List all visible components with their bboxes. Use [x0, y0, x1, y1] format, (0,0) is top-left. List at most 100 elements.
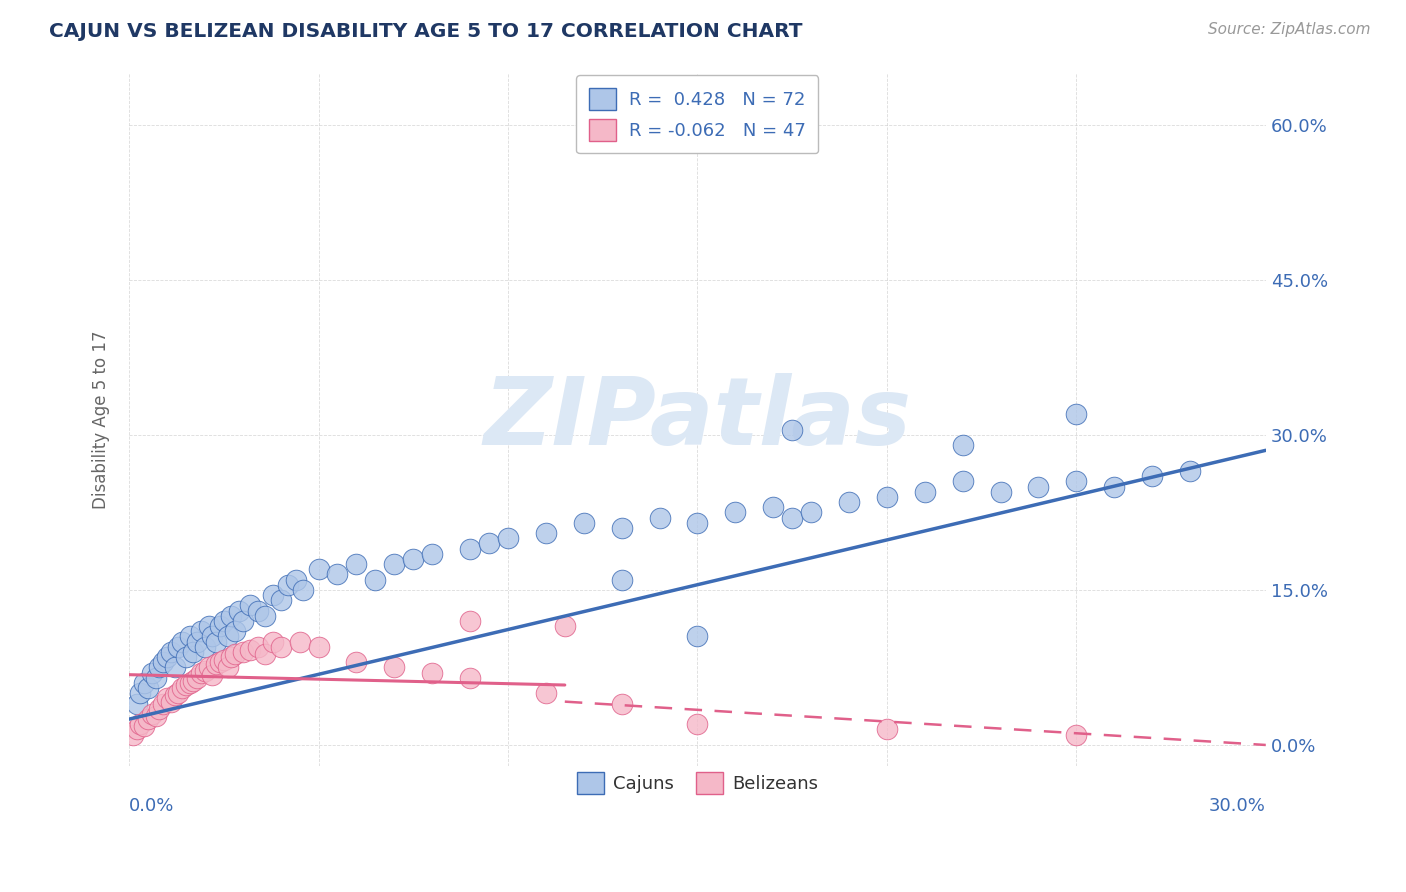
Point: [952, 438, 974, 452]
Point: [183, 645, 205, 659]
Point: [780, 133, 803, 147]
Point: [205, 657, 228, 672]
Point: [125, 697, 148, 711]
Point: [134, 676, 156, 690]
Point: [194, 664, 217, 678]
Point: [534, 686, 557, 700]
Point: [194, 640, 217, 654]
Point: [990, 484, 1012, 499]
Legend: Cajuns, Belizeans: Cajuns, Belizeans: [569, 765, 825, 802]
Point: [270, 640, 292, 654]
Point: [288, 634, 311, 648]
Point: [163, 660, 186, 674]
Point: [129, 717, 152, 731]
Point: [134, 719, 156, 733]
Point: [800, 505, 823, 519]
Point: [572, 516, 595, 530]
Point: [172, 634, 194, 648]
Point: [914, 484, 936, 499]
Point: [167, 640, 190, 654]
Point: [239, 643, 262, 657]
Point: [1178, 464, 1201, 478]
Point: [458, 671, 481, 685]
Point: [458, 541, 481, 556]
Point: [270, 593, 292, 607]
Point: [141, 665, 163, 680]
Point: [197, 619, 219, 633]
Point: [156, 650, 179, 665]
Point: [724, 505, 747, 519]
Text: ZIPatlas: ZIPatlas: [484, 374, 911, 466]
Point: [145, 671, 167, 685]
Y-axis label: Disability Age 5 to 17: Disability Age 5 to 17: [93, 330, 110, 508]
Point: [284, 573, 307, 587]
Point: [217, 629, 239, 643]
Point: [648, 510, 671, 524]
Point: [838, 495, 860, 509]
Point: [1102, 479, 1125, 493]
Text: 0.0%: 0.0%: [129, 797, 174, 814]
Point: [136, 681, 159, 695]
Point: [125, 723, 148, 737]
Point: [159, 645, 181, 659]
Point: [780, 510, 803, 524]
Point: [148, 702, 170, 716]
Point: [262, 588, 284, 602]
Point: [186, 634, 208, 648]
Point: [152, 697, 174, 711]
Point: [1028, 479, 1050, 493]
Point: [344, 655, 367, 669]
Point: [190, 624, 212, 639]
Point: [952, 475, 974, 489]
Point: [152, 655, 174, 669]
Point: [208, 655, 231, 669]
Point: [205, 634, 228, 648]
Point: [402, 552, 425, 566]
Point: [232, 645, 254, 659]
Point: [610, 573, 633, 587]
Point: [554, 619, 576, 633]
Point: [224, 624, 246, 639]
Point: [780, 423, 803, 437]
Point: [246, 640, 269, 654]
Point: [179, 629, 201, 643]
Point: [1066, 407, 1088, 421]
Point: [174, 678, 197, 692]
Point: [686, 717, 709, 731]
Point: [197, 660, 219, 674]
Point: [172, 681, 194, 695]
Point: [190, 665, 212, 680]
Point: [208, 619, 231, 633]
Point: [163, 689, 186, 703]
Point: [762, 500, 785, 515]
Point: [167, 686, 190, 700]
Point: [183, 673, 205, 688]
Point: [136, 712, 159, 726]
Point: [122, 728, 145, 742]
Point: [308, 640, 330, 654]
Point: [212, 614, 235, 628]
Point: [221, 650, 243, 665]
Point: [1066, 728, 1088, 742]
Point: [478, 536, 501, 550]
Point: [420, 547, 443, 561]
Point: [458, 614, 481, 628]
Point: [382, 557, 405, 571]
Point: [364, 573, 387, 587]
Point: [141, 706, 163, 721]
Point: [254, 647, 277, 661]
Point: [201, 629, 224, 643]
Point: [217, 660, 239, 674]
Point: [1140, 469, 1163, 483]
Point: [292, 582, 315, 597]
Point: [382, 660, 405, 674]
Text: 30.0%: 30.0%: [1209, 797, 1265, 814]
Point: [228, 604, 250, 618]
Point: [686, 516, 709, 530]
Point: [201, 667, 224, 681]
Point: [145, 709, 167, 723]
Point: [179, 676, 201, 690]
Point: [129, 686, 152, 700]
Point: [239, 599, 262, 613]
Point: [344, 557, 367, 571]
